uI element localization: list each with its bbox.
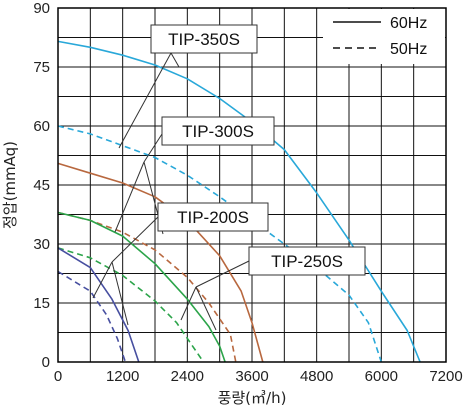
callout-leader-tip-200s (92, 261, 113, 299)
callout-label-tip-200s: TIP-200S (177, 208, 249, 227)
callout-leader-tip-200s (111, 261, 129, 326)
callout-box-tip-350s (150, 24, 258, 54)
callout-leader-tip-300s (114, 161, 145, 233)
y-tick-label: 0 (42, 354, 50, 371)
x-tick-label: 1200 (106, 368, 139, 385)
callout-leader-tip-250s (195, 286, 217, 331)
x-tick-label: 2400 (171, 368, 204, 385)
callout-leader-tip-350s (118, 52, 172, 149)
legend-box (323, 9, 445, 64)
callout-leader-tip-350s (170, 52, 180, 68)
callout-leader-tip-250s (180, 286, 197, 321)
callout-box-tip-300s (161, 116, 275, 146)
plot-frame (57, 7, 447, 363)
curves (57, 40, 421, 363)
x-axis-label: 풍량(㎥/h) (218, 389, 287, 407)
callout-label-tip-250s: TIP-250S (271, 252, 343, 271)
callout-leader-tip-250s (195, 260, 250, 288)
y-tick-label: 45 (33, 177, 50, 194)
curve-tip-300s-50hz (57, 211, 237, 363)
callout-box-tip-250s (248, 246, 366, 276)
x-tick-label: 3600 (235, 368, 268, 385)
legend-label-60hz: 60Hz (390, 15, 427, 32)
callouts: TIP-350S TIP-300S TIP-200S TIP-250S (92, 24, 366, 331)
x-tick-label: 0 (54, 368, 62, 385)
x-tick-label: 6000 (365, 368, 398, 385)
curve-tip-200s-60hz (57, 211, 226, 363)
ticks: 0 1200 2400 3600 4800 6000 7200 0 15 30 45 60 75 90 (33, 0, 462, 385)
callout-leader-tip-200s (111, 216, 159, 263)
curve-tip-350s-60hz (57, 40, 421, 363)
y-axis-label: 정압(mmAq) (1, 141, 19, 229)
curve-tip-200s-50hz (57, 247, 205, 363)
callout-label-tip-350s: TIP-350S (168, 30, 240, 49)
y-tick-label: 15 (33, 295, 50, 312)
curve-tip-250s-60hz (57, 247, 140, 363)
x-tick-label: 7200 (429, 368, 462, 385)
y-tick-label: 60 (33, 118, 50, 135)
callout-box-tip-200s (157, 202, 269, 232)
curve-tip-350s-50hz (57, 125, 383, 363)
callout-leader-tip-300s (143, 133, 163, 163)
legend: 60Hz 50Hz (323, 9, 445, 64)
x-tick-label: 4800 (300, 368, 333, 385)
y-tick-label: 75 (33, 59, 50, 76)
legend-label-50hz: 50Hz (390, 41, 427, 58)
y-tick-label: 90 (33, 0, 50, 17)
y-tick-label: 30 (33, 236, 50, 253)
curve-tip-250s-50hz (57, 270, 127, 363)
callout-label-tip-300s: TIP-300S (182, 122, 254, 141)
